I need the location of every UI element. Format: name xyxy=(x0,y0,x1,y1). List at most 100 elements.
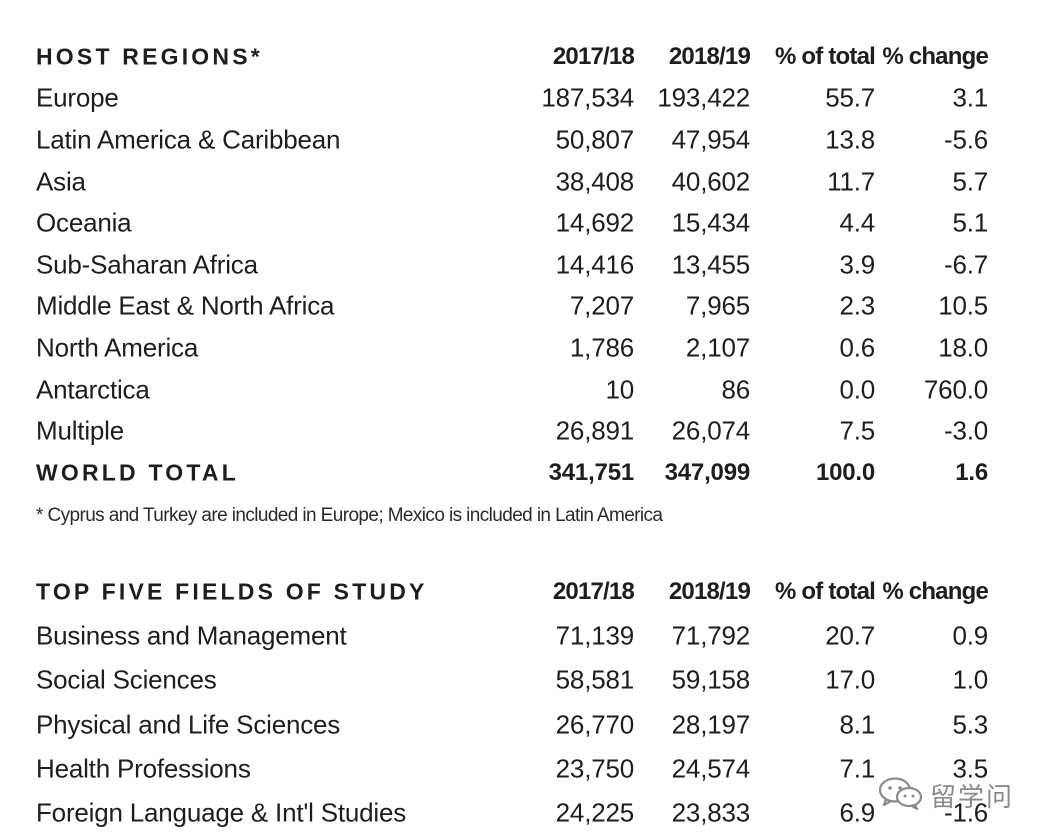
value-2017-18: 187,534 xyxy=(541,82,634,113)
table-row: Antarctica 10 86 0.0 760.0 xyxy=(36,369,996,411)
table-row: Sub-Saharan Africa 14,416 13,455 3.9 -6.… xyxy=(36,244,996,286)
table-header: HOST REGIONS* 2017/18 2018/19 % of total… xyxy=(36,36,996,78)
region-name: Latin America & Caribbean xyxy=(36,124,341,155)
wechat-icon xyxy=(878,777,923,810)
column-header-2018-19: 2018/19 xyxy=(668,42,751,70)
percent-total: 0.6 xyxy=(839,332,875,363)
value-2018-19: 23,833 xyxy=(671,797,751,828)
table-row: Business and Management 71,139 71,792 20… xyxy=(36,614,996,658)
column-header-percent-change: % change xyxy=(882,578,988,606)
value-2018-19: 86 xyxy=(721,374,750,405)
total-percent-total: 100.0 xyxy=(815,458,875,486)
value-2017-18: 50,807 xyxy=(555,124,635,155)
value-2017-18: 10 xyxy=(605,374,634,405)
percent-total: 20.7 xyxy=(825,620,875,651)
percent-total: 0.0 xyxy=(839,374,875,405)
percent-change: 5.7 xyxy=(952,166,988,197)
percent-total: 17.0 xyxy=(825,664,875,695)
percent-change: -3.0 xyxy=(943,415,988,446)
field-name: Physical and Life Sciences xyxy=(36,709,341,740)
total-2018-19: 347,099 xyxy=(664,458,751,486)
value-2018-19: 28,197 xyxy=(671,709,751,740)
watermark-text: 留学问 xyxy=(930,782,1015,812)
percent-change: 1.0 xyxy=(952,664,988,695)
value-2018-19: 26,074 xyxy=(671,415,751,446)
field-name: Health Professions xyxy=(36,753,251,784)
region-name: Oceania xyxy=(36,207,132,238)
region-name: Middle East & North Africa xyxy=(36,290,335,321)
region-name: Multiple xyxy=(36,415,124,446)
total-label: WORLD TOTAL xyxy=(36,459,239,486)
value-2018-19: 193,422 xyxy=(657,82,750,113)
value-2018-19: 40,602 xyxy=(671,166,751,197)
percent-change: 0.9 xyxy=(952,620,988,651)
watermark: 留学问 xyxy=(878,772,1028,812)
region-name: Antarctica xyxy=(36,374,150,405)
percent-total: 7.1 xyxy=(839,753,875,784)
field-name: Foreign Language & Int'l Studies xyxy=(36,797,407,828)
value-2018-19: 47,954 xyxy=(671,124,751,155)
percent-change: 10.5 xyxy=(938,290,988,321)
value-2017-18: 71,139 xyxy=(555,620,635,651)
value-2017-18: 26,891 xyxy=(555,415,635,446)
percent-change: 760.0 xyxy=(923,374,988,405)
region-name: Europe xyxy=(36,82,119,113)
value-2017-18: 26,770 xyxy=(555,709,635,740)
table-row: Latin America & Caribbean 50,807 47,954 … xyxy=(36,119,996,161)
world-total-row: WORLD TOTAL 341,751 347,099 100.0 1.6 xyxy=(36,452,996,494)
value-2018-19: 15,434 xyxy=(671,207,751,238)
table-row: Asia 38,408 40,602 11.7 5.7 xyxy=(36,161,996,203)
percent-total: 4.4 xyxy=(839,207,875,238)
value-2017-18: 23,750 xyxy=(555,753,635,784)
percent-total: 6.9 xyxy=(839,797,875,828)
table-row: Social Sciences 58,581 59,158 17.0 1.0 xyxy=(36,658,996,702)
value-2017-18: 1,786 xyxy=(569,332,634,363)
column-header-percent-total: % of total xyxy=(775,578,876,606)
total-percent-change: 1.6 xyxy=(955,458,988,486)
percent-total: 55.7 xyxy=(825,82,875,113)
percent-change: 3.5 xyxy=(952,753,988,784)
table-row: Foreign Language & Int'l Studies 24,225 … xyxy=(36,791,996,835)
percent-total: 2.3 xyxy=(839,290,875,321)
value-2018-19: 24,574 xyxy=(671,753,751,784)
table-row: Physical and Life Sciences 26,770 28,197… xyxy=(36,703,996,747)
column-header-2017-18: 2017/18 xyxy=(552,42,635,70)
value-2017-18: 58,581 xyxy=(555,664,635,695)
region-name: Asia xyxy=(36,166,86,197)
value-2018-19: 2,107 xyxy=(685,332,750,363)
value-2017-18: 7,207 xyxy=(569,290,634,321)
host-regions-table: HOST REGIONS* 2017/18 2018/19 % of total… xyxy=(36,36,996,494)
column-header-2018-19: 2018/19 xyxy=(668,578,751,606)
percent-total: 7.5 xyxy=(839,415,875,446)
percent-total: 13.8 xyxy=(825,124,875,155)
percent-change: -1.6 xyxy=(943,797,988,828)
value-2017-18: 38,408 xyxy=(555,166,635,197)
table-row: Europe 187,534 193,422 55.7 3.1 xyxy=(36,78,996,120)
column-header-percent-change: % change xyxy=(882,42,988,70)
section-title: HOST REGIONS* xyxy=(36,43,263,70)
column-header-percent-total: % of total xyxy=(775,42,876,70)
column-header-2017-18: 2017/18 xyxy=(552,578,635,606)
percent-change: 5.1 xyxy=(952,207,988,238)
value-2018-19: 7,965 xyxy=(685,290,750,321)
field-name: Business and Management xyxy=(36,620,347,651)
percent-change: 18.0 xyxy=(938,332,988,363)
percent-total: 3.9 xyxy=(839,249,875,280)
region-name: Sub-Saharan Africa xyxy=(36,249,258,280)
table-row: Middle East & North Africa 7,207 7,965 2… xyxy=(36,286,996,328)
value-2018-19: 13,455 xyxy=(671,249,751,280)
value-2018-19: 71,792 xyxy=(671,620,751,651)
percent-total: 11.7 xyxy=(827,166,875,197)
section-title: TOP FIVE FIELDS OF STUDY xyxy=(36,578,428,605)
footnote: * Cyprus and Turkey are included in Euro… xyxy=(36,505,663,526)
percent-change: 5.3 xyxy=(952,709,988,740)
fields-of-study-table: TOP FIVE FIELDS OF STUDY 2017/18 2018/19… xyxy=(36,570,996,835)
percent-change: 3.1 xyxy=(952,82,988,113)
percent-change: -6.7 xyxy=(943,249,988,280)
table-row: Oceania 14,692 15,434 4.4 5.1 xyxy=(36,202,996,244)
table-row: Multiple 26,891 26,074 7.5 -3.0 xyxy=(36,410,996,452)
table-row: Health Professions 23,750 24,574 7.1 3.5 xyxy=(36,747,996,791)
value-2017-18: 14,416 xyxy=(555,249,635,280)
percent-change: -5.6 xyxy=(943,124,988,155)
field-name: Social Sciences xyxy=(36,664,217,695)
